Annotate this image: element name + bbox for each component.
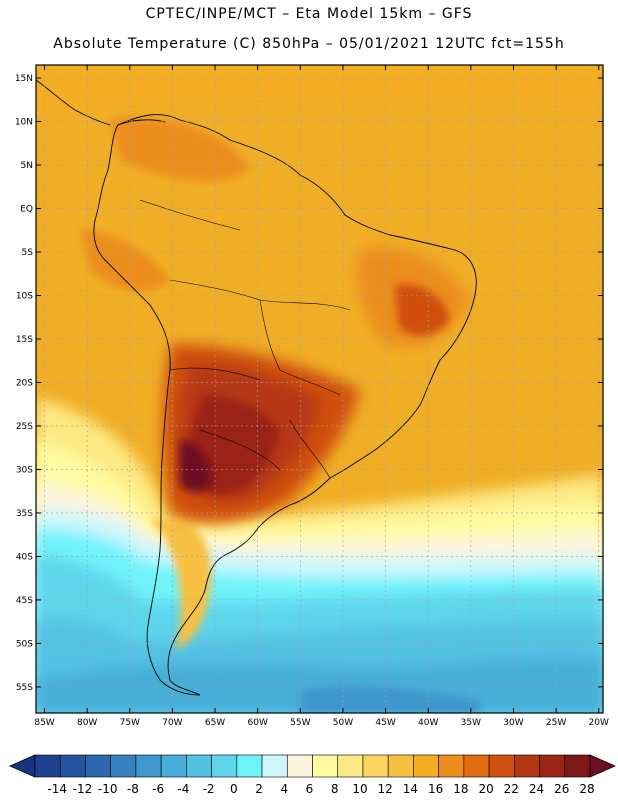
colorbar-tick-label: 26: [554, 782, 569, 796]
lon-tick-label: 65W: [205, 718, 225, 728]
temperature-field: [36, 65, 603, 713]
colorbar-swatch: [413, 754, 439, 778]
country-borders: [139, 199, 351, 479]
lon-tick-label: 20W: [589, 718, 609, 728]
colorbar-tick-label: 6: [306, 782, 314, 796]
colorbar-swatch: [337, 754, 364, 778]
colorbar-tick-label: 22: [504, 782, 519, 796]
colorbar-min-triangle: [9, 754, 36, 778]
lon-tick-label: 75W: [120, 718, 140, 728]
cold-patch-south: [300, 685, 480, 713]
colorbar-swatch: [362, 754, 389, 778]
colorbar-tick-label: -8: [127, 782, 139, 796]
chart-title-line-2: Absolute Temperature (C) 850hPa – 05/01/…: [53, 36, 565, 52]
lat-tick-label: 30S: [16, 465, 33, 475]
colorbar-tick-label: 16: [428, 782, 443, 796]
colorbar-tick-label: -2: [203, 782, 215, 796]
lat-tick-label: 10S: [16, 291, 33, 301]
lat-tick-label: 10N: [15, 118, 33, 128]
colorbar-tick-label: -14: [47, 782, 67, 796]
colorbar-swatch: [312, 754, 339, 778]
warm-zone-northwest: [80, 230, 170, 291]
colorbar-swatch: [186, 754, 212, 778]
colorbar-tick-label: 14: [403, 782, 418, 796]
colorbar-tick-label: -12: [73, 782, 93, 796]
lon-tick-label: 40W: [418, 718, 438, 728]
lat-tick-label: 55S: [16, 683, 33, 693]
lon-tick-label: 25W: [546, 718, 566, 728]
lat-tick-label: 25S: [16, 422, 33, 432]
colorbar-tick-label: 18: [453, 782, 468, 796]
lat-tick-label: 45S: [16, 596, 33, 606]
colorbar-labels: -14 -12 -10 -8 -6 -4 -2 0 2 4 6 8 10 12 14 16 18 20 22 24 26…: [47, 782, 594, 796]
colorbar-swatch: [564, 754, 591, 778]
colorbar-swatch: [34, 754, 61, 778]
lon-tick-label: 85W: [34, 718, 54, 728]
graticule: [36, 65, 603, 713]
colorbar-tick-label: -4: [177, 782, 189, 796]
colorbar-swatch: [135, 754, 162, 778]
colorbar-swatch: [514, 754, 540, 778]
colorbar-tick-label: 10: [352, 782, 367, 796]
lon-tick-label: 55W: [290, 718, 310, 728]
lat-tick-label: 15S: [16, 335, 33, 345]
lat-tick-label: 15N: [15, 74, 33, 84]
colorbar-tick-label: 2: [255, 782, 263, 796]
colorbar-tick-label: 20: [478, 782, 493, 796]
colorbar-max-triangle: [589, 754, 616, 778]
colorbar: [9, 754, 616, 778]
colorbar-tick-label: 4: [280, 782, 288, 796]
coastlines: [35, 79, 477, 696]
lon-tick-label: 70W: [162, 718, 182, 728]
longitude-axis: 85W 80W 75W 70W 65W 60W 55W 50W 45W 40W 35W 30W 25W 2…: [34, 65, 609, 728]
colorbar-swatch: [286, 754, 313, 778]
colorbar-swatch: [110, 754, 137, 778]
central-america-outline: [35, 79, 111, 126]
hot-zone-28c: [180, 440, 212, 492]
colorbar-tick-label: 24: [529, 782, 544, 796]
colorbar-swatch: [211, 754, 238, 778]
lat-tick-label: EQ: [20, 205, 33, 215]
chart-title-line-1: CPTEC/INPE/MCT – Eta Model 15km – GFS: [145, 6, 473, 22]
colorbar-tick-label: -10: [98, 782, 118, 796]
colorbar-swatch: [438, 754, 465, 778]
lat-tick-label: 5N: [21, 161, 33, 171]
colorbar-tick-label: 0: [230, 782, 238, 796]
colorbar-swatch: [85, 754, 111, 778]
colorbar-swatch: [539, 754, 566, 778]
colorbar-swatch: [59, 754, 86, 778]
lat-tick-label: 20S: [16, 378, 33, 388]
colorbar-swatch: [160, 754, 187, 778]
lon-tick-label: 35W: [461, 718, 481, 728]
warm-zone-top: [36, 65, 603, 110]
south-america-outline: [93, 114, 477, 696]
lon-tick-label: 45W: [375, 718, 395, 728]
colorbar-tick-label: -6: [152, 782, 164, 796]
lat-tick-label: 40S: [16, 552, 33, 562]
colorbar-tick-label: 12: [378, 782, 393, 796]
lat-tick-label: 5S: [22, 248, 34, 258]
warm-tongue: [150, 519, 211, 650]
colorbar-swatch: [387, 754, 414, 778]
lon-tick-label: 30W: [503, 718, 523, 728]
latitude-axis: 15N 10N 5N EQ 5S 10S 15S 20S 25S 30S 35S 40S 45S 50S 5…: [15, 74, 603, 693]
colorbar-swatch: [488, 754, 515, 778]
colorbar-swatch: [463, 754, 490, 778]
lon-tick-label: 60W: [248, 718, 268, 728]
colorbar-swatch: [261, 754, 288, 778]
map-frame: [35, 64, 604, 714]
colorbar-swatch: [236, 754, 263, 778]
lon-tick-label: 80W: [77, 718, 97, 728]
caribbean-coast: [117, 119, 166, 126]
hot-zone-northeast: [395, 284, 450, 336]
lat-tick-label: 50S: [16, 639, 33, 649]
colorbar-tick-label: 28: [579, 782, 594, 796]
lat-tick-label: 35S: [16, 509, 33, 519]
lon-tick-label: 50W: [333, 718, 353, 728]
colorbar-tick-label: 8: [331, 782, 339, 796]
